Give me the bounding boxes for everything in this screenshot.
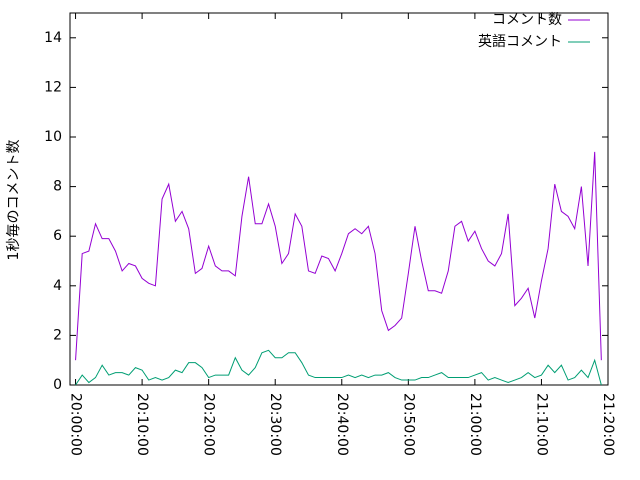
y-tick-label: 4 xyxy=(53,278,62,294)
y-axis-label: 1秒毎のコメント数 xyxy=(6,140,22,261)
y-tick-label: 14 xyxy=(44,30,62,46)
legend-label: 英語コメント xyxy=(478,33,562,50)
x-tick-label: 21:20:00 xyxy=(600,393,616,456)
series-line xyxy=(75,151,602,361)
plot-border xyxy=(69,12,609,386)
x-tick-label: 20:50:00 xyxy=(400,393,416,456)
y-tick-label: 8 xyxy=(53,179,62,195)
x-tick-label: 21:00:00 xyxy=(467,393,483,456)
series-line xyxy=(75,349,602,386)
x-tick-label: 21:10:00 xyxy=(533,393,549,456)
legend-label: コメント数 xyxy=(492,12,562,28)
y-tick-label: 12 xyxy=(44,79,62,95)
x-tick-label: 20:10:00 xyxy=(134,393,150,456)
y-tick-label: 0 xyxy=(53,377,62,393)
y-tick-label: 6 xyxy=(53,228,62,244)
y-tick-label: 10 xyxy=(44,129,62,145)
x-tick-label: 20:20:00 xyxy=(201,393,217,456)
y-tick-label: 2 xyxy=(53,327,62,343)
x-tick-label: 20:40:00 xyxy=(334,393,350,456)
x-tick-label: 20:00:00 xyxy=(68,393,84,456)
x-tick-label: 20:30:00 xyxy=(267,393,283,456)
